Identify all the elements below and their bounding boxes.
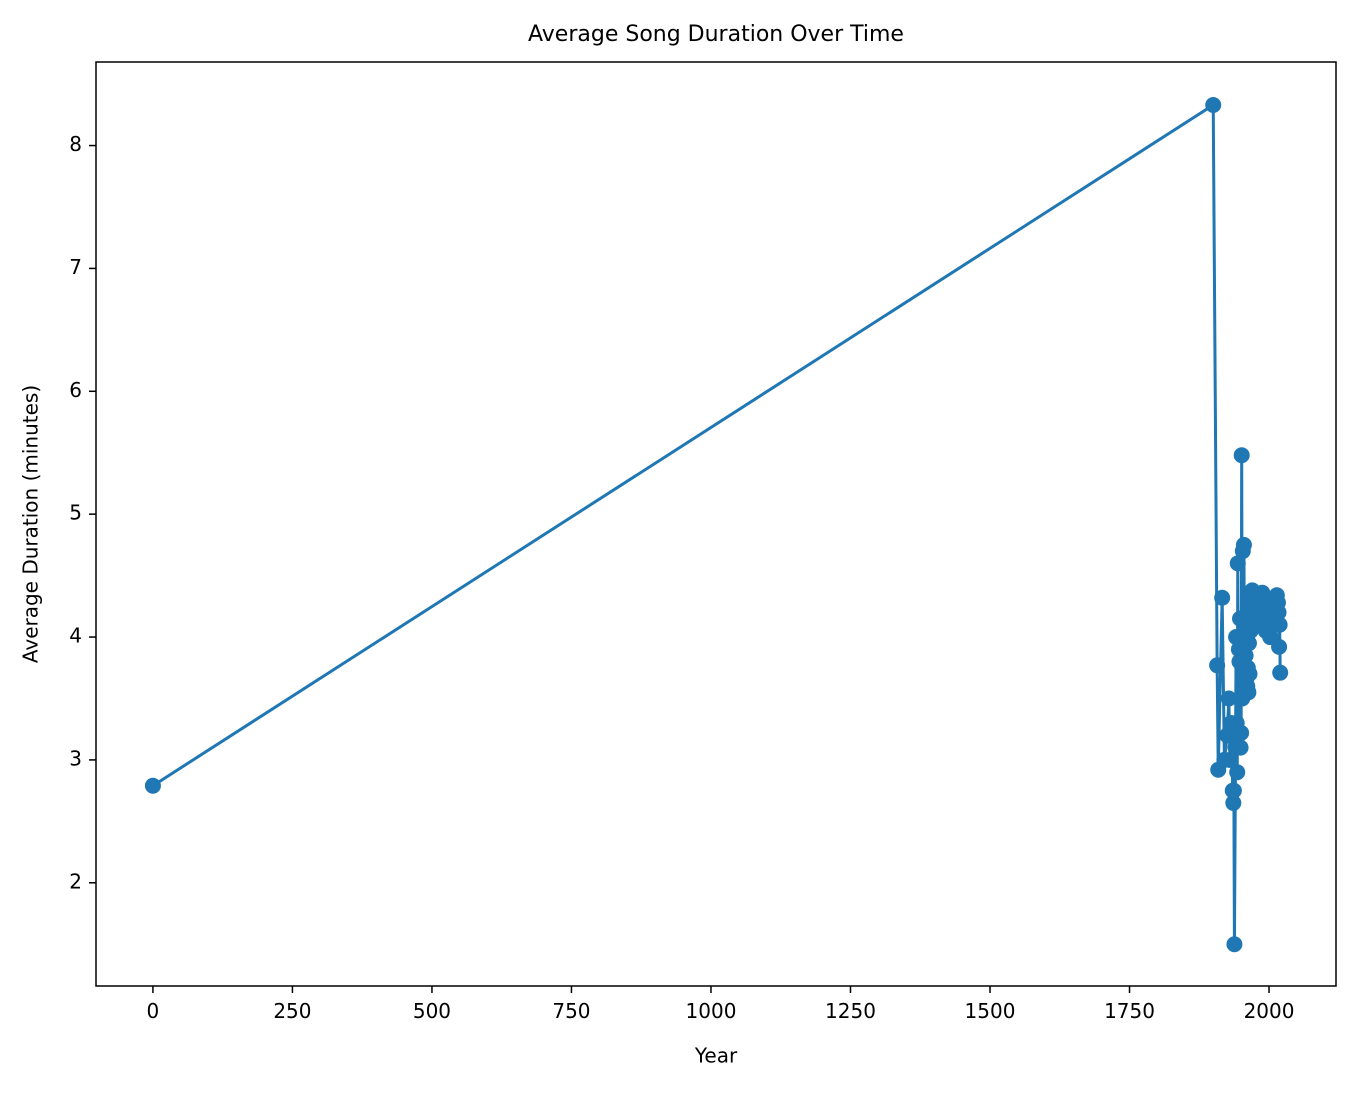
data-point xyxy=(1225,794,1242,811)
data-point xyxy=(1229,555,1246,572)
data-point xyxy=(1271,638,1288,655)
x-tick-label: 750 xyxy=(552,999,590,1023)
x-tick-label: 2000 xyxy=(1244,999,1295,1023)
data-point xyxy=(1226,936,1243,953)
x-tick-label: 250 xyxy=(273,999,311,1023)
y-tick-label: 2 xyxy=(69,869,82,893)
data-point xyxy=(1237,647,1254,664)
y-tick-label: 6 xyxy=(69,378,82,402)
y-tick-label: 8 xyxy=(69,132,82,156)
data-point xyxy=(144,777,161,794)
y-axis-label: Average Duration (minutes) xyxy=(19,385,43,663)
data-point xyxy=(1233,724,1250,741)
x-tick-label: 500 xyxy=(413,999,451,1023)
chart-title: Average Song Duration Over Time xyxy=(528,22,904,47)
data-point xyxy=(1219,727,1236,744)
x-tick-label: 1250 xyxy=(825,999,876,1023)
data-point xyxy=(1240,635,1257,652)
y-tick-label: 5 xyxy=(69,501,82,525)
y-tick-label: 7 xyxy=(69,255,82,279)
data-point xyxy=(1232,739,1249,756)
y-tick-label: 3 xyxy=(69,746,82,770)
data-point xyxy=(1209,657,1226,674)
y-tick-label: 4 xyxy=(69,624,82,648)
data-point xyxy=(1225,782,1242,799)
data-point xyxy=(1272,664,1289,681)
data-point xyxy=(1233,447,1250,464)
x-tick-label: 1750 xyxy=(1104,999,1155,1023)
data-point xyxy=(1270,604,1287,621)
x-tick-label: 0 xyxy=(147,999,160,1023)
data-point xyxy=(1205,97,1222,114)
data-point xyxy=(1214,589,1231,606)
plot-frame xyxy=(95,61,1337,987)
data-line xyxy=(152,102,1282,945)
data-point xyxy=(1220,690,1237,707)
data-point xyxy=(1235,536,1252,553)
data-point xyxy=(1240,684,1257,701)
x-axis-label: Year xyxy=(694,1044,738,1068)
data-point xyxy=(1229,764,1246,781)
data-point xyxy=(1241,665,1258,682)
x-tick-label: 1500 xyxy=(965,999,1016,1023)
data-point xyxy=(1271,616,1288,633)
data-point xyxy=(1221,751,1238,768)
x-tick-label: 1000 xyxy=(686,999,737,1023)
